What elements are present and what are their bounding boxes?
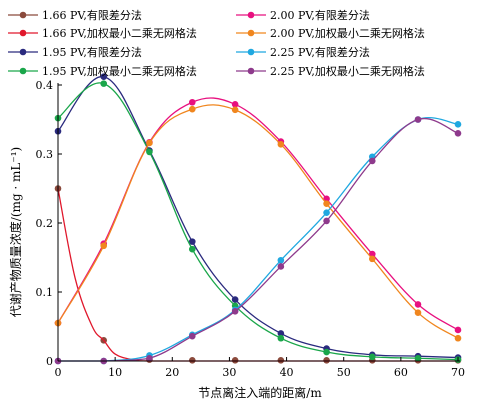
legend-item-7: 2.25 PV,有限差分法 — [236, 45, 370, 59]
series-8-point-10 — [454, 130, 462, 137]
x-tick-label-60: 60 — [394, 366, 408, 379]
series-6-point-9 — [414, 309, 422, 317]
series-7-line — [58, 117, 459, 362]
series-8-line — [58, 117, 459, 362]
legend-item-8: 2.25 PV,加权最小二乘无网格法 — [236, 64, 425, 78]
x-tick-label-50: 50 — [337, 366, 351, 379]
y-tick-label-0.3: 0.3 — [36, 148, 54, 161]
legend-swatch-marker-4 — [19, 67, 27, 75]
y-tick-label-0: 0 — [46, 355, 53, 368]
series-5-point-10 — [454, 326, 462, 334]
legend-swatch-marker-5 — [247, 11, 255, 19]
series-6 — [54, 104, 462, 342]
series-3-point-5 — [231, 296, 239, 303]
series-4-point-2 — [100, 80, 108, 87]
legend-label-7: 2.25 PV,有限差分法 — [270, 45, 370, 59]
series-1-point-4 — [188, 357, 196, 364]
series-8-point-8 — [368, 157, 376, 165]
legend-swatch-marker-1 — [19, 11, 27, 19]
series-8-point-4 — [188, 332, 196, 340]
series-8-point-3 — [146, 354, 153, 362]
series-6-point-2 — [100, 242, 108, 250]
series-6-point-6 — [277, 141, 285, 148]
legend-swatch-marker-3 — [19, 48, 27, 56]
series-4-line — [57, 82, 459, 361]
series-7 — [54, 116, 462, 365]
x-axis-title: 节点离注入端的距离/m — [198, 385, 322, 400]
x-tick-label-70: 70 — [451, 366, 465, 379]
series-6-point-5 — [231, 106, 239, 114]
x-tick-label-10: 10 — [108, 366, 122, 379]
series-1-point-5 — [231, 357, 239, 364]
legend-item-6: 2.00 PV,加权最小二乘无网格法 — [236, 26, 425, 40]
series-6-point-7 — [323, 200, 330, 207]
series-7-point-6 — [277, 256, 285, 264]
series-7-point-10 — [454, 121, 462, 128]
legend-item-2: 1.66 PV,加权最小二乘无网格法 — [8, 26, 197, 40]
series-5-point-7 — [323, 195, 330, 203]
series-5-point-9 — [414, 301, 422, 308]
series-7-point-7 — [323, 209, 330, 216]
series-4-point-6 — [277, 334, 285, 342]
legend-item-4: 1.95 PV,加权最小二乘无网格法 — [8, 64, 197, 78]
series-4-point-3 — [146, 148, 153, 156]
series-4-point-9 — [414, 354, 422, 362]
legend-label-3: 1.95 PV,有限差分法 — [42, 45, 142, 59]
x-tick-label-0: 0 — [55, 366, 62, 379]
y-tick-label-0.1: 0.1 — [36, 286, 54, 299]
y-tick-label-0.4: 0.4 — [36, 79, 54, 92]
legend-label-6: 2.00 PV,加权最小二乘无网格法 — [270, 26, 425, 40]
series-3-point-2 — [100, 73, 108, 81]
series-8-point-6 — [277, 263, 285, 270]
legend: 1.66 PV,有限差分法 1.66 PV,加权最小二乘无网格法 1.95 PV,有… — [8, 8, 425, 78]
legend-label-1: 1.66 PV,有限差分法 — [42, 8, 142, 22]
series-8 — [54, 116, 462, 365]
y-axis-title: 代谢产物质量浓度/(mg · mL⁻¹) — [8, 147, 23, 317]
series-3-point-6 — [277, 330, 285, 337]
series-6-point-10 — [454, 334, 462, 342]
legend-swatch-marker-7 — [247, 48, 255, 56]
x-tick-label-20: 20 — [165, 366, 179, 379]
legend-label-8: 2.25 PV,加权最小二乘无网格法 — [270, 64, 425, 78]
series-8-point-9 — [414, 116, 422, 123]
legend-swatch-marker-2 — [19, 29, 27, 37]
x-tick-label-40: 40 — [280, 366, 294, 379]
series-1-point-7 — [323, 357, 330, 364]
series-5 — [54, 97, 462, 334]
series-layer — [54, 73, 462, 365]
series-5-point-5 — [231, 101, 239, 108]
series-6-point-8 — [368, 255, 376, 263]
series-3-point-4 — [188, 238, 196, 245]
series-1-point-6 — [277, 357, 285, 364]
series-8-point-5 — [231, 308, 239, 315]
series-4-point-4 — [188, 245, 196, 253]
legend-swatch-marker-6 — [247, 29, 255, 37]
series-8-point-7 — [323, 217, 330, 225]
series-1 — [54, 185, 462, 364]
series-6-point-4 — [188, 105, 196, 113]
legend-swatch-marker-8 — [247, 67, 255, 75]
axes-layer: 0 10 20 30 40 50 60 70 0 0.1 0.2 0.3 0.4 — [36, 79, 466, 379]
x-tick-label-30: 30 — [222, 366, 236, 379]
y-tick-label-0.2: 0.2 — [36, 217, 54, 230]
legend-label-2: 1.66 PV,加权最小二乘无网格法 — [42, 26, 197, 40]
series-3 — [54, 73, 462, 361]
series-5-point-4 — [188, 98, 196, 106]
series-6-point-3 — [146, 139, 153, 147]
legend-label-5: 2.00 PV,有限差分法 — [270, 8, 370, 22]
series-6-line — [57, 104, 459, 339]
legend-item-3: 1.95 PV,有限差分法 — [8, 45, 142, 59]
legend-label-4: 1.95 PV,加权最小二乘无网格法 — [42, 64, 197, 78]
legend-item-1: 1.66 PV,有限差分法 — [8, 8, 142, 22]
series-4-point-7 — [323, 348, 330, 356]
series-4-point-8 — [368, 353, 376, 361]
series-5-point-8 — [368, 250, 376, 258]
legend-item-5: 2.00 PV,有限差分法 — [236, 8, 370, 22]
